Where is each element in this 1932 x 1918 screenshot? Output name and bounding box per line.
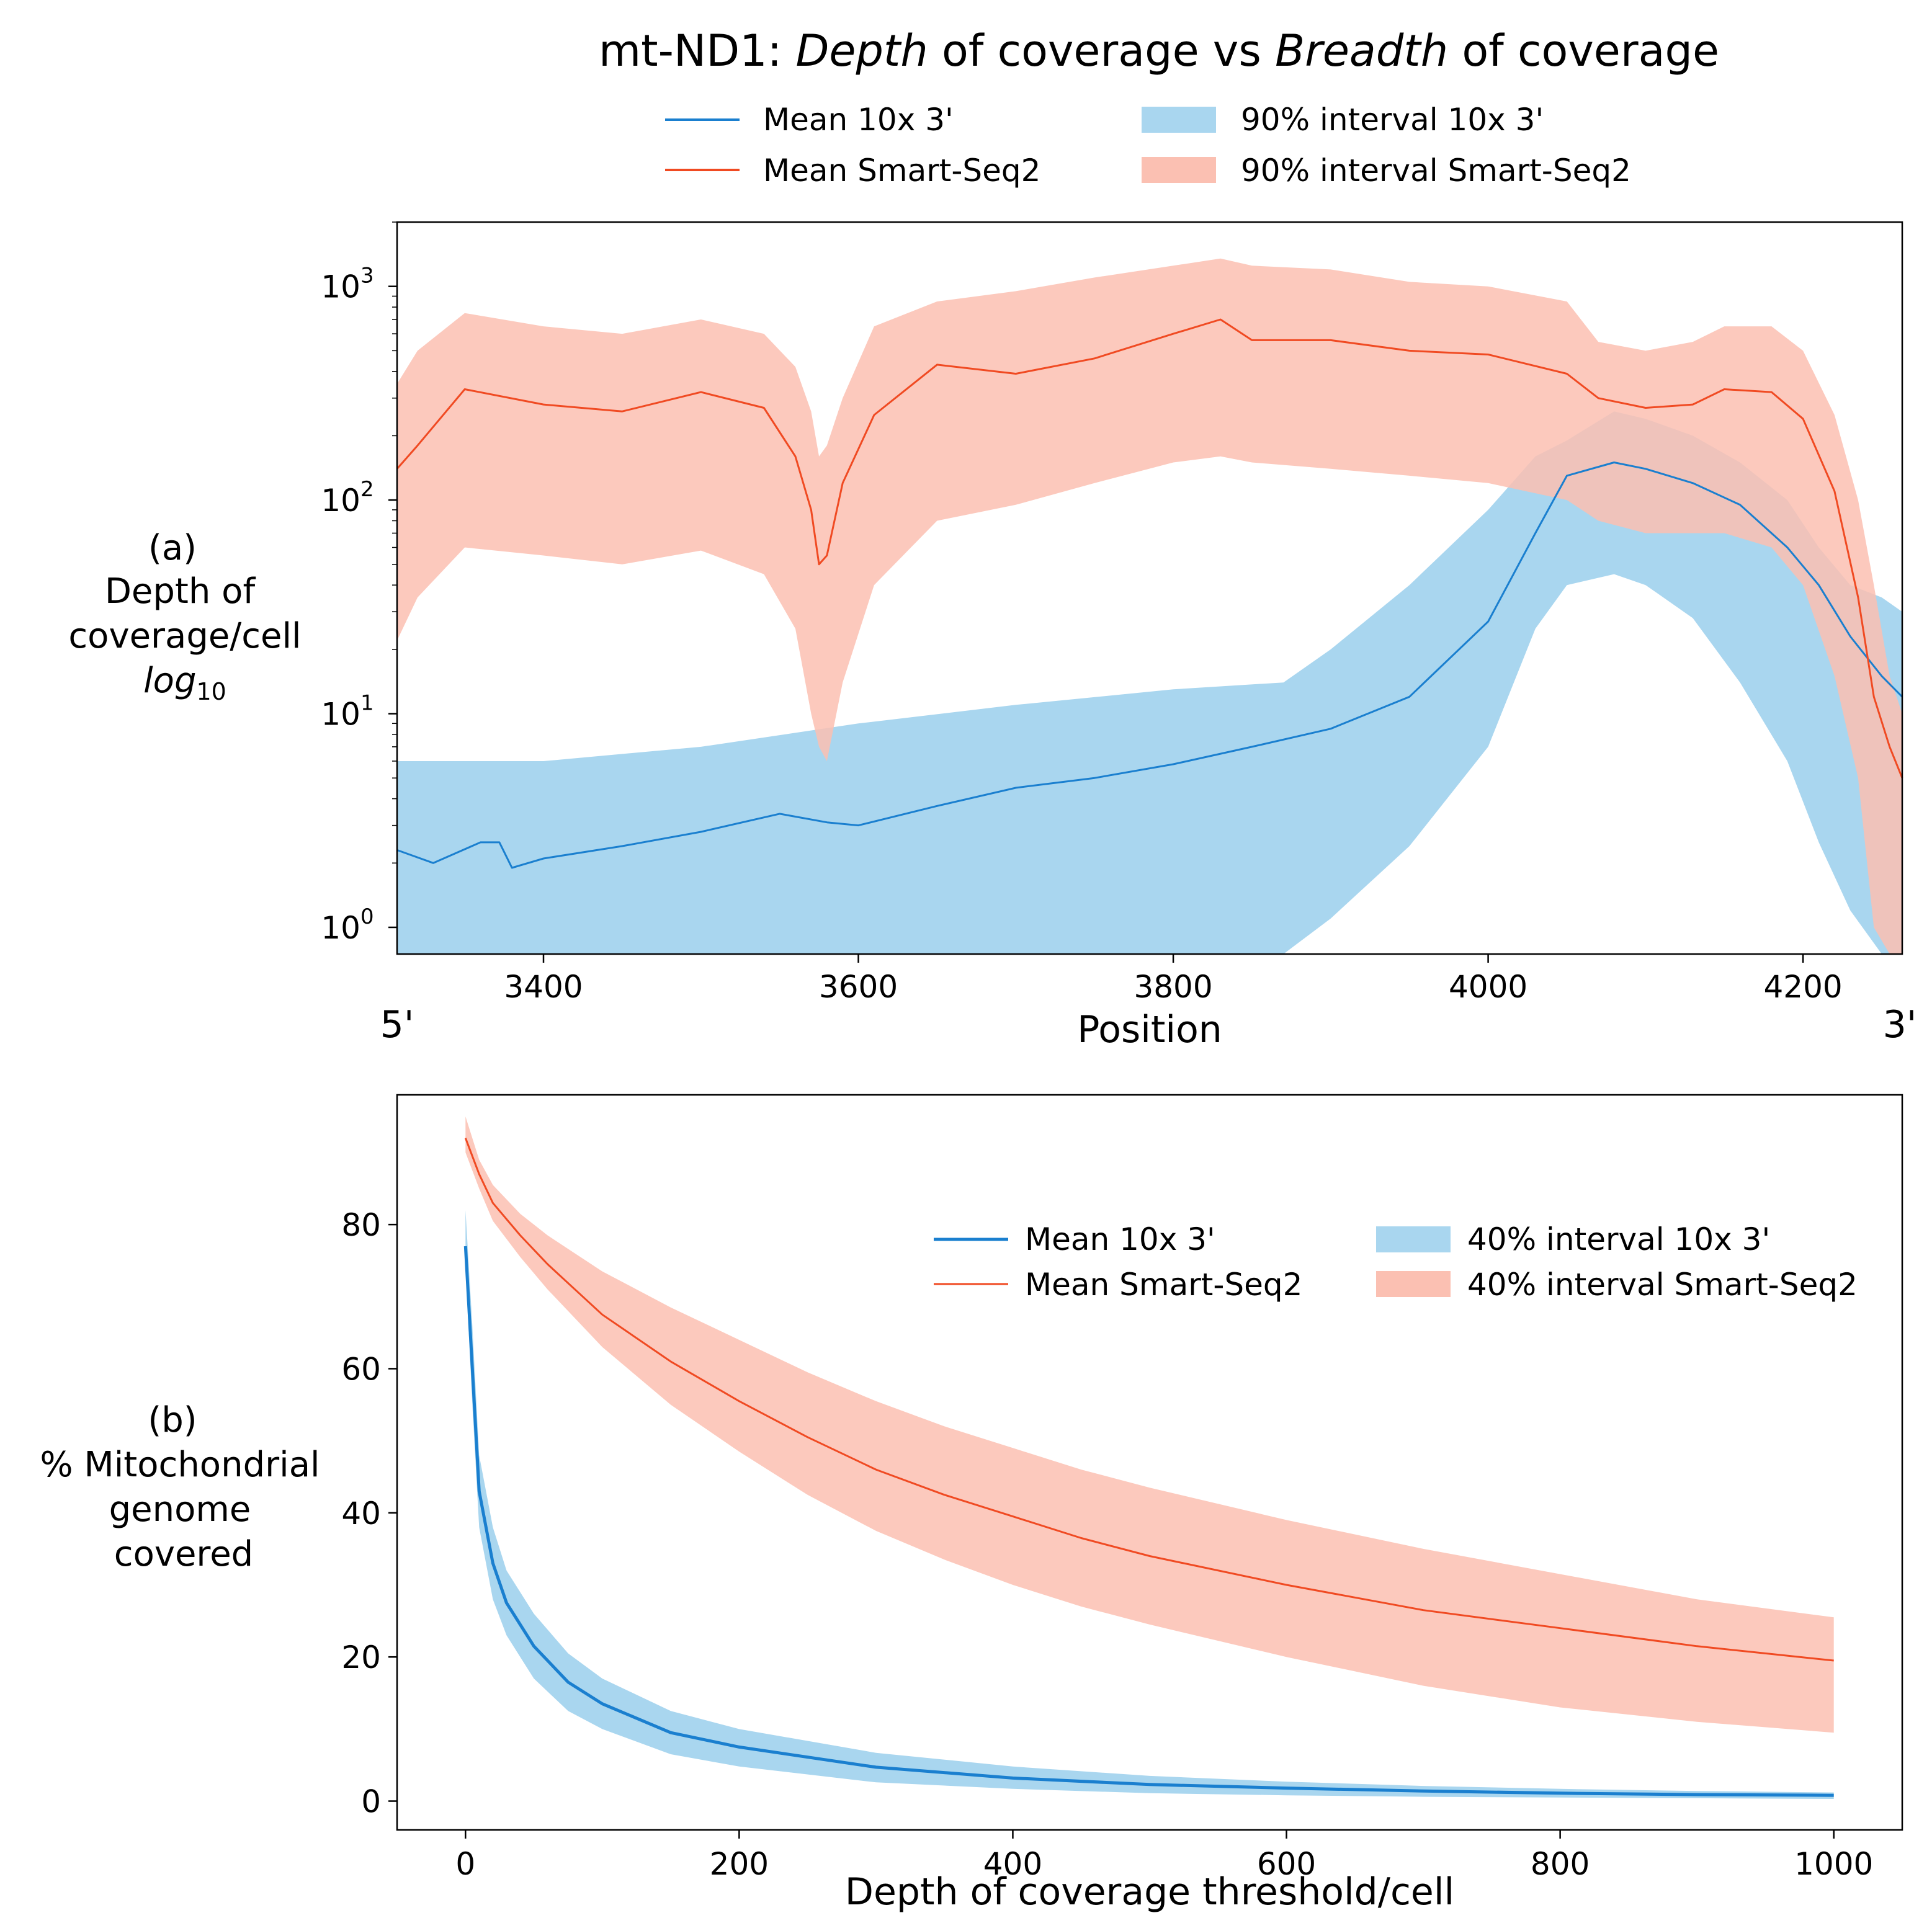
legend-a-label-2: 90% interval 10x 3' bbox=[1241, 102, 1544, 138]
panel-b-ytick-label-2: 40 bbox=[341, 1496, 381, 1532]
panel-b-ytick-label-0: 0 bbox=[361, 1784, 381, 1820]
panel-a: 3400 3600 3800 4000 4200 100 101 102 103 (a) Dep… bbox=[68, 221, 1917, 1051]
panel-a-xtick-label-1: 3600 bbox=[819, 969, 898, 1005]
panel-b-ylabel-line-1: % Mitochondrial bbox=[40, 1445, 320, 1485]
panel-b-xlabel: Depth of coverage threshold/cell bbox=[845, 1870, 1454, 1914]
panel-a-ylabel-line-1: Depth of bbox=[105, 571, 256, 612]
legend-a-label-1: Mean 10x 3' bbox=[763, 102, 954, 138]
panel-a-band-1 bbox=[397, 258, 1902, 954]
panel-a-line-3 bbox=[396, 318, 1903, 778]
panel-b-band-1 bbox=[465, 1116, 1834, 1733]
panel-b-xtick-label-1: 200 bbox=[710, 1846, 769, 1882]
legend-a: Mean 10x 3' Mean Smart-Seq2 90% interval… bbox=[665, 102, 1631, 189]
title-part-1: mt-ND1: bbox=[599, 25, 796, 76]
panel-a-xtick-label-2: 3800 bbox=[1134, 969, 1212, 1005]
panel-b-line-3 bbox=[464, 1138, 1834, 1662]
legend-b: Mean 10x 3' Mean Smart-Seq2 40% interval… bbox=[934, 1221, 1858, 1303]
panel-a-end-label-3prime: 3' bbox=[1883, 1003, 1917, 1046]
panel-a-end-label-5prime: 5' bbox=[380, 1003, 414, 1046]
panel-b-xtick-label-4: 800 bbox=[1531, 1846, 1590, 1882]
panel-b-ylabel-line-3: covered bbox=[114, 1534, 253, 1574]
title-part-breadth: Breadth bbox=[1275, 25, 1448, 76]
legend-b-label-2: 40% interval 10x 3' bbox=[1467, 1221, 1770, 1257]
panel-a-band-0 bbox=[397, 411, 1902, 954]
panel-b-line-2 bbox=[463, 1246, 1834, 1797]
title-part-depth: Depth bbox=[795, 25, 928, 76]
panel-a-label: (a) bbox=[148, 528, 197, 568]
legend-a-red-band bbox=[1142, 157, 1216, 183]
legend-a-label-4: 90% interval Smart-Seq2 bbox=[1241, 153, 1631, 189]
panel-b-xtick-label-2: 400 bbox=[983, 1846, 1042, 1882]
figure-title: mt-ND1: Depth of coverage vs Breadth of … bbox=[599, 25, 1719, 76]
panel-a-ylabel-log: log10 bbox=[143, 661, 226, 705]
legend-b-red-band bbox=[1376, 1271, 1451, 1297]
panel-b-label: (b) bbox=[148, 1400, 197, 1440]
ylabel-log-base: log bbox=[143, 661, 196, 701]
legend-b-label-3: Mean Smart-Seq2 bbox=[1025, 1267, 1302, 1303]
title-part-3: of coverage bbox=[1448, 25, 1719, 76]
panel-b: 0 200 400 600 800 1000 0 20 40 60 80 (b) % Mitocho… bbox=[40, 1094, 1903, 1914]
ylabel-log-sub: 10 bbox=[197, 678, 226, 705]
title-part-2: of coverage vs bbox=[928, 25, 1275, 76]
legend-b-label-1: Mean 10x 3' bbox=[1025, 1221, 1215, 1257]
panel-a-frame bbox=[396, 221, 1903, 955]
panel-b-ylabel-line-2: genome bbox=[109, 1489, 251, 1530]
panel-a-xlabel: Position bbox=[1077, 1008, 1222, 1051]
panel-b-frame bbox=[396, 1094, 1903, 1831]
panel-a-xtick-label-4: 4200 bbox=[1764, 969, 1843, 1005]
legend-a-blue-band bbox=[1142, 107, 1216, 133]
panel-a-xtick-label-0: 3400 bbox=[504, 969, 583, 1005]
panel-a-xtick-label-3: 4000 bbox=[1449, 969, 1527, 1005]
panel-a-ytick-label-1: 101 bbox=[321, 691, 373, 733]
panel-b-ytick-label-3: 60 bbox=[341, 1351, 381, 1387]
panel-a-ylabel-line-2: coverage/cell bbox=[68, 616, 301, 656]
panel-b-ytick-label-4: 80 bbox=[341, 1207, 381, 1243]
panel-a-ytick-label-3: 103 bbox=[321, 264, 373, 305]
panel-b-xtick-label-5: 1000 bbox=[1794, 1846, 1873, 1882]
panel-b-ytick-label-1: 20 bbox=[341, 1639, 381, 1675]
panel-b-xtick-label-3: 600 bbox=[1257, 1846, 1316, 1882]
panel-a-line-2 bbox=[396, 462, 1903, 869]
legend-b-blue-band bbox=[1376, 1226, 1451, 1252]
legend-a-label-3: Mean Smart-Seq2 bbox=[763, 153, 1040, 189]
legend-b-label-4: 40% interval Smart-Seq2 bbox=[1467, 1267, 1858, 1303]
panel-b-xtick-label-0: 0 bbox=[455, 1846, 475, 1882]
panel-a-ytick-label-2: 102 bbox=[321, 477, 373, 519]
panel-a-ytick-label-0: 100 bbox=[321, 904, 373, 946]
